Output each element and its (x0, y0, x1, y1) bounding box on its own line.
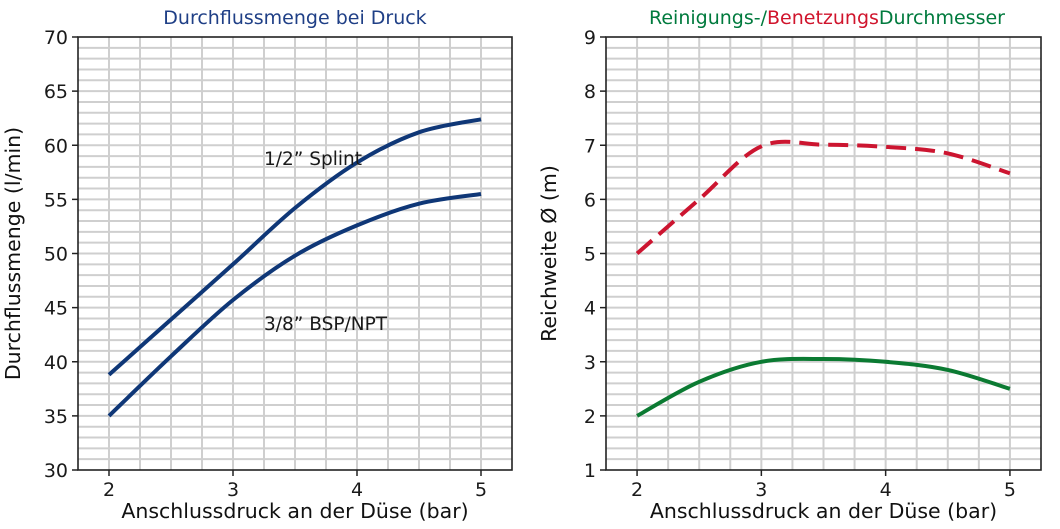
y-tick-label: 45 (44, 298, 68, 320)
y-tick-label: 3 (584, 352, 596, 374)
y-tick-label: 5 (584, 244, 596, 266)
y-tick-label: 4 (584, 298, 596, 320)
x-axis-title: Anschlussdruck an der Düse (bar) (650, 499, 997, 523)
y-axis-title: Reichweite Ø (m) (537, 165, 561, 342)
chart-panel-2: 1 2 3 4 5 6 7 8 9 2 3 4 5 Anschlussdruck an der Düse … (537, 7, 1042, 523)
y-axis-ticks: 30 35 40 45 50 55 60 65 70 (44, 27, 78, 482)
y-tick-label: 70 (44, 27, 68, 49)
y-tick-label: 9 (584, 27, 596, 49)
x-axis-ticks: 2 3 4 5 (631, 470, 1016, 501)
chart-title-part-3: Durchmesser (879, 7, 1005, 29)
series-group (635, 139, 1011, 418)
y-tick-label: 7 (584, 135, 596, 157)
y-tick-label: 60 (44, 135, 68, 157)
y-axis-ticks: 1 2 3 4 5 6 7 8 9 (584, 27, 606, 482)
y-tick-label: 6 (584, 189, 596, 211)
y-tick-label: 2 (584, 406, 596, 428)
x-tick-label: 5 (475, 479, 487, 501)
x-tick-label: 3 (755, 479, 767, 501)
x-tick-label: 4 (351, 479, 363, 501)
grid (606, 37, 1041, 470)
y-tick-label: 50 (44, 244, 68, 266)
x-tick-label: 5 (1004, 479, 1016, 501)
series-label: 1/2” Splint (264, 149, 362, 170)
series-line-2 (107, 192, 482, 418)
series-group (107, 117, 482, 418)
y-axis-title: Durchflussmenge (l/min) (1, 127, 25, 380)
chart-title-part-2: Benetzungs (767, 7, 879, 29)
series-label: 3/8” BSP/NPT (264, 314, 388, 335)
chart-title-part-1: Reinigungs-/ (649, 7, 768, 29)
x-tick-label: 2 (103, 479, 115, 501)
y-tick-label: 8 (584, 81, 596, 103)
x-tick-label: 2 (631, 479, 643, 501)
x-tick-label: 4 (880, 479, 892, 501)
y-tick-label: 30 (44, 460, 68, 482)
series-line-1 (635, 139, 1011, 256)
series-line-1 (107, 117, 482, 377)
y-tick-label: 35 (44, 406, 68, 428)
x-axis-title: Anschlussdruck an der Düse (bar) (121, 499, 468, 523)
y-tick-label: 1 (584, 460, 596, 482)
y-tick-label: 40 (44, 352, 68, 374)
x-tick-label: 3 (227, 479, 239, 501)
chart-title: Durchflussmenge bei Druck (163, 7, 426, 29)
series-line-2 (636, 356, 1011, 418)
chart-title: Reinigungs-/BenetzungsDurchmesser (649, 7, 1005, 29)
x-axis-ticks: 2 3 4 5 (103, 470, 487, 501)
y-tick-label: 55 (44, 189, 68, 211)
y-tick-label: 65 (44, 81, 68, 103)
